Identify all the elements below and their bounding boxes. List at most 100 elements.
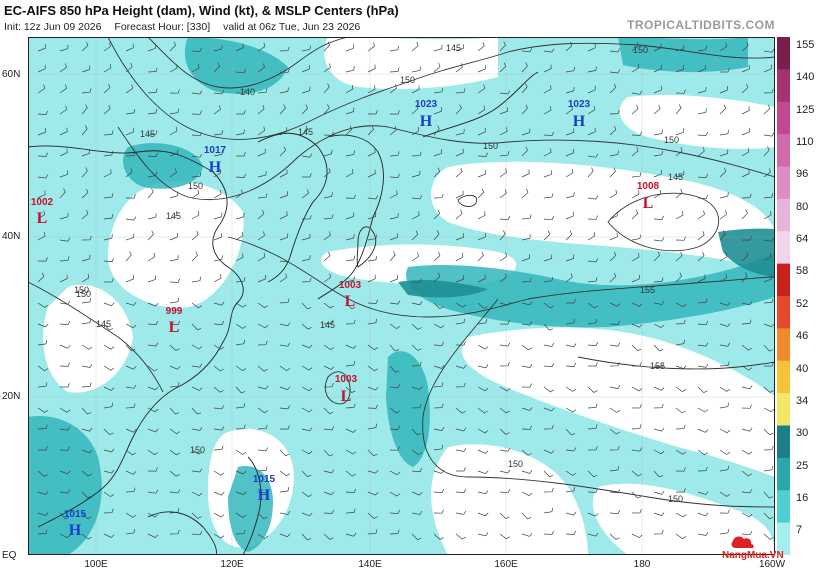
wind-barb <box>543 323 554 331</box>
wind-barb <box>169 428 180 435</box>
wind-barb <box>389 323 401 330</box>
watermark-text: NangMua.VN <box>722 550 784 561</box>
wind-barb <box>169 278 181 283</box>
wind-barb <box>301 86 311 94</box>
wind-barb <box>565 343 577 348</box>
wind-barb <box>609 189 618 199</box>
wind-barb <box>543 362 555 368</box>
wind-barb <box>631 274 640 283</box>
wind-barb <box>257 407 268 414</box>
wind-barb <box>81 318 92 325</box>
wind-barb <box>477 490 489 495</box>
wind-barb <box>125 512 137 518</box>
wind-barb <box>389 251 396 262</box>
wind-barb <box>257 252 266 262</box>
wind-barb <box>125 43 134 52</box>
wind-barb <box>697 466 708 472</box>
wind-barb <box>411 468 423 473</box>
wind-barb <box>455 44 464 52</box>
wind-barb <box>675 44 685 52</box>
wind-barb <box>455 190 464 199</box>
colorbar-label: 34 <box>796 394 809 407</box>
wind-barb <box>433 125 440 136</box>
wind-barb <box>565 105 573 115</box>
wind-barb <box>81 65 91 73</box>
wind-barb <box>345 488 357 493</box>
wind-barb <box>631 63 640 73</box>
wind-barb <box>477 84 485 94</box>
wind-barb <box>433 533 444 540</box>
wind-barb <box>741 449 753 455</box>
wind-barb <box>521 146 528 157</box>
wind-barb <box>543 131 555 136</box>
colorbar-label: 25 <box>796 459 809 472</box>
wind-barb <box>675 302 687 308</box>
contour-label: 150 <box>74 285 89 295</box>
wind-barb <box>191 512 202 519</box>
wind-barb <box>499 151 510 157</box>
site-credit: TROPICALTIDBITS.COM <box>627 18 775 32</box>
wind-barb <box>565 168 574 178</box>
wind-barb <box>477 188 485 199</box>
wind-barb <box>719 192 729 199</box>
wind-barb <box>719 149 729 157</box>
wind-barb <box>609 48 621 53</box>
wind-barb <box>565 530 577 535</box>
wind-barb <box>675 386 687 393</box>
wind-barb <box>543 507 554 514</box>
center-letter: L <box>341 388 352 405</box>
wind-barb <box>301 470 312 478</box>
wind-barb <box>257 126 265 136</box>
wind-barb <box>103 302 115 307</box>
wind-barb <box>213 130 224 136</box>
wind-barb <box>763 491 774 499</box>
wind-barb <box>103 491 115 498</box>
colorbar-swatch <box>777 490 790 524</box>
wind-barb <box>60 383 70 388</box>
wind-barb <box>279 386 291 391</box>
wind-barb <box>543 64 552 73</box>
center-value: 1015 <box>253 474 276 485</box>
wind-barb <box>455 382 466 388</box>
wind-barb <box>59 212 69 220</box>
wind-barb <box>675 407 686 414</box>
wind-barb <box>631 131 643 136</box>
wind-barb <box>191 132 203 137</box>
wind-barb <box>37 257 48 262</box>
wind-barb <box>37 44 46 52</box>
wind-barb <box>609 445 620 451</box>
wind-barb <box>566 299 576 304</box>
wind-barb <box>323 407 334 415</box>
wind-barb <box>169 529 180 535</box>
wind-barb <box>235 512 247 518</box>
wind-barb <box>213 470 225 476</box>
wind-barb <box>59 426 71 431</box>
wind-barb <box>675 251 683 262</box>
wind-barb <box>499 512 510 520</box>
wind-barb <box>257 302 268 309</box>
wind-barb <box>499 533 510 540</box>
wind-barb <box>235 212 245 220</box>
wind-barb <box>367 169 376 178</box>
wind-barb <box>302 173 312 178</box>
wind-barb <box>235 529 246 535</box>
wind-barb <box>543 85 552 94</box>
wind-barb <box>389 45 400 52</box>
wind-barb <box>235 449 247 455</box>
wind-barb <box>323 83 330 94</box>
wind-barb <box>411 301 423 306</box>
wind-barb <box>543 254 553 262</box>
wind-barb <box>345 150 355 157</box>
wind-barb <box>653 251 661 262</box>
wind-barb <box>631 190 640 199</box>
wind-barb <box>609 83 617 94</box>
wind-barb <box>543 148 552 157</box>
wind-barb <box>279 127 288 136</box>
colorbar-label: 16 <box>796 492 809 505</box>
wind-barb <box>367 256 378 262</box>
wind-barb <box>323 63 331 73</box>
wind-barb <box>521 83 528 94</box>
wind-barb <box>697 320 709 326</box>
wind-barb <box>433 403 444 409</box>
wind-barb <box>191 211 200 220</box>
